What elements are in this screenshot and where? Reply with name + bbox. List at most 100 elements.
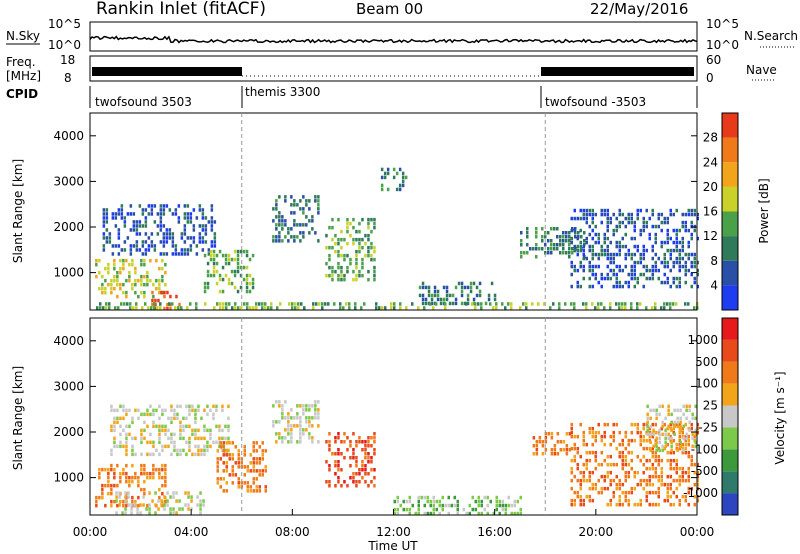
data-cell	[501, 507, 504, 512]
data-cell	[645, 478, 648, 483]
data-cell	[648, 478, 651, 483]
data-cell	[227, 253, 231, 258]
data-cell	[119, 479, 122, 484]
data-cell	[143, 471, 146, 476]
data-cell	[541, 227, 544, 231]
nsearch-label: N.Search	[744, 29, 798, 43]
data-cell	[287, 424, 290, 428]
data-cell	[278, 195, 281, 199]
data-cell	[675, 466, 678, 471]
data-cell	[624, 256, 627, 261]
data-cell	[501, 499, 504, 504]
data-cell	[681, 442, 684, 447]
data-cell	[128, 270, 131, 275]
data-cell	[600, 208, 603, 213]
data-cell	[131, 258, 134, 263]
data-cell	[651, 264, 654, 269]
data-cell	[233, 269, 237, 274]
data-cell	[367, 225, 370, 230]
data-cell	[679, 420, 682, 425]
data-cell	[131, 495, 134, 500]
colorbar-swatch	[722, 211, 738, 237]
data-cell	[636, 430, 639, 435]
data-cell	[146, 278, 149, 283]
data-cell	[159, 208, 163, 212]
data-cell	[667, 436, 670, 441]
data-cell	[147, 212, 151, 216]
data-cell	[204, 240, 208, 244]
data-cell	[160, 503, 163, 507]
data-cell	[203, 436, 206, 441]
data-cell	[621, 482, 624, 487]
colorbar-frame	[721, 317, 739, 516]
data-cell	[164, 467, 167, 472]
data-cell	[373, 277, 376, 282]
data-cell	[125, 412, 128, 417]
data-cell	[426, 499, 429, 504]
data-cell	[197, 452, 200, 457]
data-cell	[189, 248, 193, 252]
data-cell	[669, 466, 672, 471]
data-cell	[204, 224, 208, 228]
data-cell	[582, 478, 585, 483]
data-cell	[221, 428, 224, 433]
data-cell	[666, 228, 669, 233]
data-cell	[664, 436, 667, 441]
data-cell	[471, 507, 474, 512]
data-cell	[255, 485, 258, 489]
data-cell	[328, 484, 331, 488]
data-cell	[364, 241, 367, 246]
x-tick-label: 08:00	[275, 525, 310, 539]
data-cell	[576, 434, 579, 439]
colorbar-frame	[721, 112, 739, 311]
data-cell	[147, 248, 151, 252]
data-cell	[609, 442, 612, 447]
data-cell	[687, 502, 690, 507]
data-cell	[202, 503, 205, 507]
data-cell	[678, 252, 681, 257]
data-cell	[679, 408, 682, 413]
data-cell	[654, 490, 657, 495]
data-cell	[594, 458, 597, 463]
data-cell	[163, 290, 166, 295]
data-cell	[200, 448, 203, 453]
data-cell	[427, 293, 431, 298]
data-cell	[144, 208, 148, 212]
data-cell	[213, 220, 217, 224]
data-cell	[281, 404, 284, 408]
data-cell	[218, 436, 221, 441]
data-cell	[633, 438, 636, 443]
data-cell	[150, 244, 154, 248]
data-cell	[658, 440, 661, 445]
data-cell	[135, 220, 139, 224]
data-cell	[667, 404, 670, 409]
data-cell	[206, 412, 209, 417]
data-cell	[352, 432, 355, 436]
data-cell	[460, 293, 464, 298]
data-cell	[317, 195, 320, 199]
data-cell	[358, 237, 361, 242]
data-cell	[221, 265, 225, 270]
data-cell	[685, 404, 688, 409]
data-cell	[663, 422, 666, 427]
colorbar-tick-label: 24	[703, 155, 718, 169]
data-cell	[124, 495, 127, 499]
data-cell	[194, 408, 197, 413]
data-cell	[624, 232, 627, 237]
data-cell	[579, 494, 582, 499]
data-cell	[615, 474, 618, 479]
data-cell	[681, 224, 684, 229]
data-cell	[143, 282, 146, 287]
data-cell	[678, 482, 681, 487]
data-cell	[140, 452, 143, 457]
data-cell	[582, 244, 585, 249]
data-cell	[421, 297, 425, 302]
data-cell	[161, 278, 164, 283]
data-cell	[603, 474, 606, 479]
data-cell	[571, 227, 574, 231]
data-cell	[682, 412, 685, 417]
data-cell	[462, 507, 465, 512]
data-cell	[189, 220, 193, 224]
data-cell	[609, 434, 612, 439]
data-cell	[159, 212, 163, 216]
